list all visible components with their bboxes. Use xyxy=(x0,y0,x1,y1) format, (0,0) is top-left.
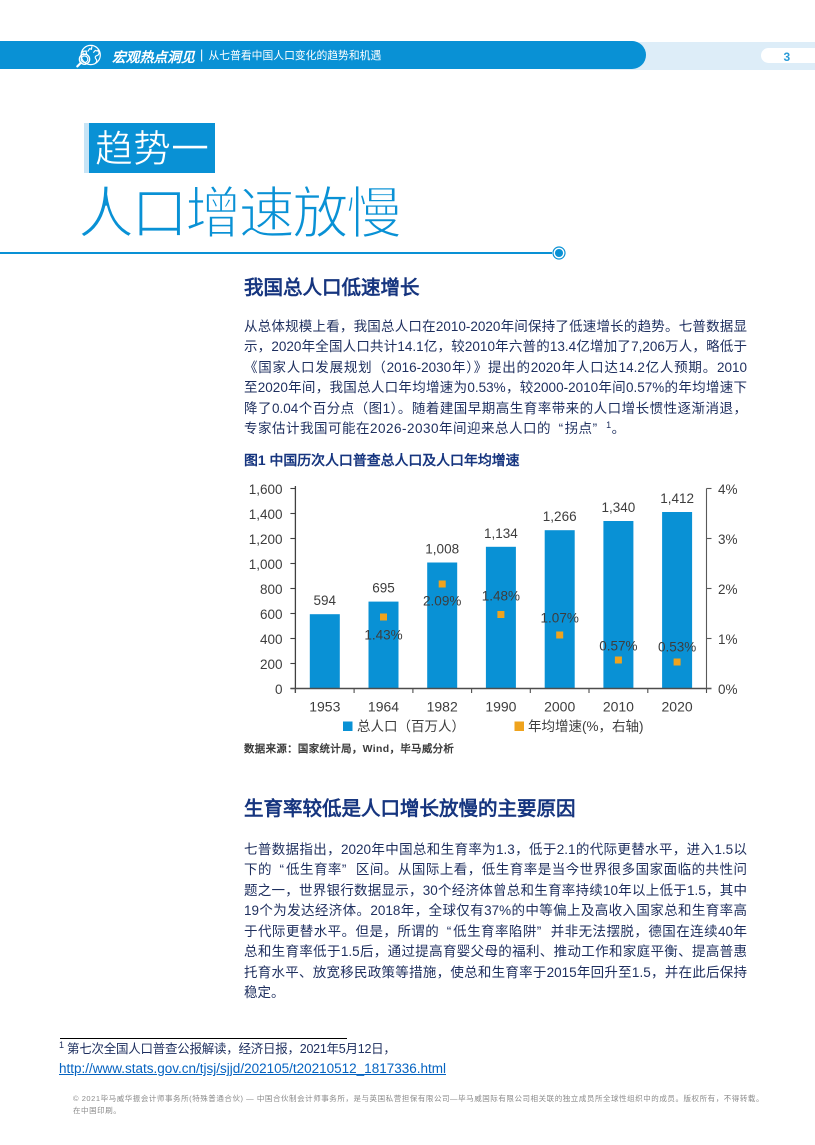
svg-text:1,000: 1,000 xyxy=(249,557,283,572)
svg-text:3%: 3% xyxy=(718,532,738,547)
svg-text:800: 800 xyxy=(260,582,283,597)
svg-text:1,400: 1,400 xyxy=(249,507,283,522)
svg-text:1.48%: 1.48% xyxy=(482,588,520,603)
svg-text:1,600: 1,600 xyxy=(249,482,283,497)
svg-text:1%: 1% xyxy=(718,632,738,647)
svg-text:1964: 1964 xyxy=(368,699,399,715)
svg-text:1,412: 1,412 xyxy=(660,491,694,506)
svg-text:1982: 1982 xyxy=(427,699,458,715)
svg-text:2000: 2000 xyxy=(544,699,575,715)
svg-text:200: 200 xyxy=(260,657,283,672)
svg-text:0.53%: 0.53% xyxy=(658,640,696,655)
svg-text:0: 0 xyxy=(275,682,283,697)
svg-text:0%: 0% xyxy=(718,682,738,697)
svg-text:2010: 2010 xyxy=(603,699,634,715)
svg-text:2.09%: 2.09% xyxy=(423,593,461,608)
svg-text:1,200: 1,200 xyxy=(249,532,283,547)
svg-text:总人口（百万人）: 总人口（百万人） xyxy=(357,719,465,734)
svg-text:1953: 1953 xyxy=(309,699,340,715)
svg-text:1,134: 1,134 xyxy=(484,526,518,541)
svg-text:1,008: 1,008 xyxy=(425,542,459,557)
svg-text:1,266: 1,266 xyxy=(543,509,577,524)
svg-text:2020: 2020 xyxy=(662,699,693,715)
svg-text:年均增速(%，右轴): 年均增速(%，右轴) xyxy=(528,719,644,734)
svg-text:4%: 4% xyxy=(718,482,738,497)
svg-text:695: 695 xyxy=(372,581,395,596)
svg-text:400: 400 xyxy=(260,632,283,647)
svg-text:594: 594 xyxy=(314,593,337,608)
svg-text:0.57%: 0.57% xyxy=(599,639,637,654)
svg-text:600: 600 xyxy=(260,607,283,622)
svg-text:1.07%: 1.07% xyxy=(541,611,579,626)
svg-text:1990: 1990 xyxy=(485,699,516,715)
svg-text:2%: 2% xyxy=(718,582,738,597)
svg-text:1,340: 1,340 xyxy=(602,500,636,515)
svg-text:1.43%: 1.43% xyxy=(364,628,402,643)
